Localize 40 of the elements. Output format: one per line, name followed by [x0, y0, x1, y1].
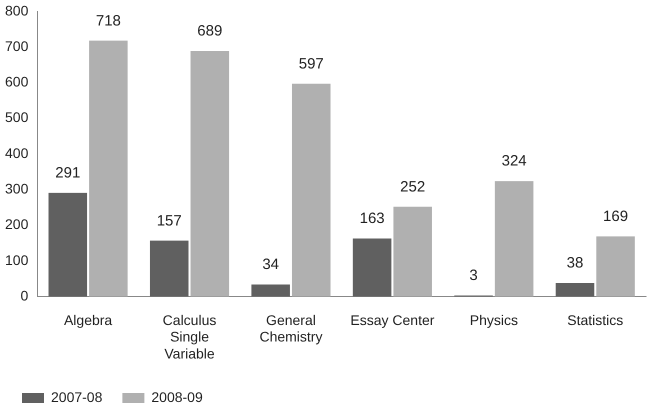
x-tick-label: General Chemistry	[259, 312, 322, 345]
data-label: 689	[197, 22, 222, 40]
bar	[190, 50, 230, 297]
data-label: 252	[400, 178, 426, 196]
bar	[89, 40, 128, 297]
y-tick-label: 700	[5, 38, 29, 54]
x-tick-label: Essay Center	[350, 312, 435, 328]
bar	[150, 240, 189, 297]
y-tick-label: 200	[5, 216, 29, 232]
x-tick-label: Physics	[470, 312, 518, 328]
y-tick-label: 300	[5, 180, 29, 197]
legend-label: 2007-08	[51, 388, 103, 405]
bar	[596, 236, 635, 297]
y-tick-label: 0	[20, 287, 29, 304]
data-label: 157	[156, 212, 182, 230]
data-label: 34	[262, 256, 280, 274]
y-tick-label: 500	[5, 109, 29, 126]
bar	[494, 181, 534, 297]
bar	[393, 206, 432, 297]
data-label: 169	[603, 208, 628, 225]
bar	[292, 84, 331, 297]
x-tick-label: Statistics	[567, 312, 624, 328]
bar	[556, 283, 594, 297]
x-tick-label: Calculus Single Variable	[162, 312, 216, 362]
data-label: 163	[360, 210, 385, 228]
data-label: 718	[96, 12, 121, 30]
x-tick-label: Algebra	[64, 312, 112, 328]
legend-label: 2008-09	[151, 388, 203, 405]
data-label: 3	[469, 267, 478, 284]
bar	[48, 192, 88, 297]
data-label: 38	[566, 254, 584, 272]
data-label: 291	[55, 164, 80, 182]
data-label: 597	[298, 55, 324, 72]
data-label: 324	[502, 152, 527, 170]
y-tick-label: 400	[5, 144, 29, 161]
y-tick-label: 600	[5, 74, 29, 90]
bar	[352, 238, 392, 297]
bar	[251, 284, 290, 297]
y-tick-label: 800	[5, 2, 29, 18]
y-tick-label: 100	[5, 252, 29, 268]
